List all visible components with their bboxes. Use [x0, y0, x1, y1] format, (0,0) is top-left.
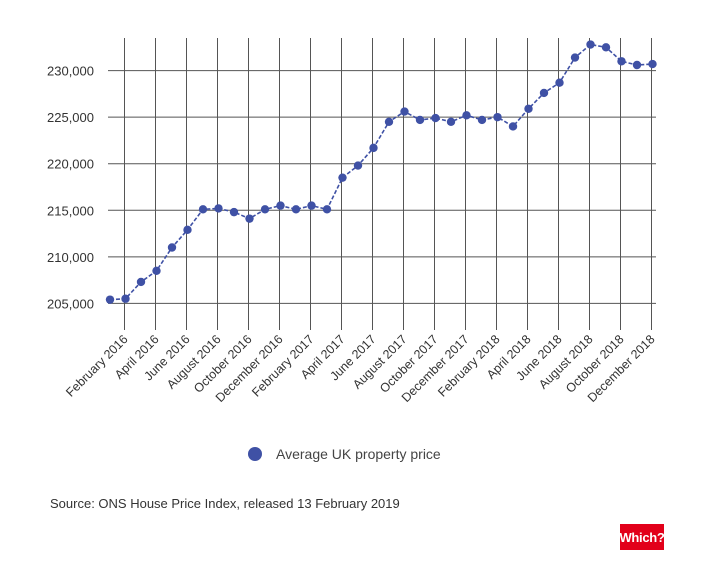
data-point: [601, 43, 611, 52]
y-axis-ticks: 205,000 210,000 215,000 220,000 225,000 230,0…: [47, 64, 94, 312]
line-chart: 205,000 210,000 215,000 220,000 225,000 230,0…: [47, 38, 658, 405]
legend: Average UK property price: [248, 444, 441, 464]
data-point: [152, 266, 161, 275]
data-point: [632, 60, 642, 70]
data-point: [338, 173, 347, 182]
data-point: [477, 115, 487, 125]
y-tick-label: 220,000: [47, 157, 94, 172]
legend-marker: [248, 447, 262, 461]
legend-label: Average UK property price: [276, 446, 441, 462]
data-point: [198, 205, 208, 214]
data-point: [105, 295, 115, 304]
data-point: [648, 59, 657, 69]
y-tick-label: 215,000: [47, 203, 94, 218]
data-point: [570, 53, 580, 62]
data-point: [431, 113, 440, 123]
data-point: [617, 57, 626, 66]
data-point: [369, 143, 378, 153]
series-average-uk-property-price: [105, 40, 657, 304]
data-point: [400, 107, 409, 116]
data-point: [493, 112, 502, 122]
data-point: [229, 207, 239, 217]
y-tick-label: 225,000: [47, 110, 94, 125]
data-point: [291, 205, 301, 214]
which-logo: Which?: [619, 524, 665, 550]
data-point: [539, 88, 549, 98]
data-point: [415, 115, 425, 125]
data-point: [524, 104, 533, 113]
data-point: [276, 201, 285, 210]
series-line: [109, 43, 653, 301]
data-point: [462, 111, 471, 120]
data-point: [384, 117, 394, 127]
data-point: [586, 40, 595, 49]
data-point: [307, 201, 316, 210]
data-point: [183, 225, 192, 235]
data-point: [121, 294, 130, 303]
data-point: [167, 243, 177, 252]
data-point: [508, 122, 518, 131]
source-note: Source: ONS House Price Index, released …: [50, 496, 400, 511]
y-tick-label: 205,000: [47, 296, 94, 311]
data-point: [245, 214, 254, 223]
data-point: [353, 161, 363, 170]
data-point: [446, 117, 456, 127]
data-point: [260, 205, 270, 214]
data-point: [214, 204, 223, 213]
y-tick-label: 210,000: [47, 250, 94, 265]
data-point: [322, 205, 332, 214]
data-point: [555, 78, 564, 87]
grid: [108, 38, 656, 330]
y-tick-label: 230,000: [47, 64, 94, 79]
data-point: [136, 277, 146, 287]
